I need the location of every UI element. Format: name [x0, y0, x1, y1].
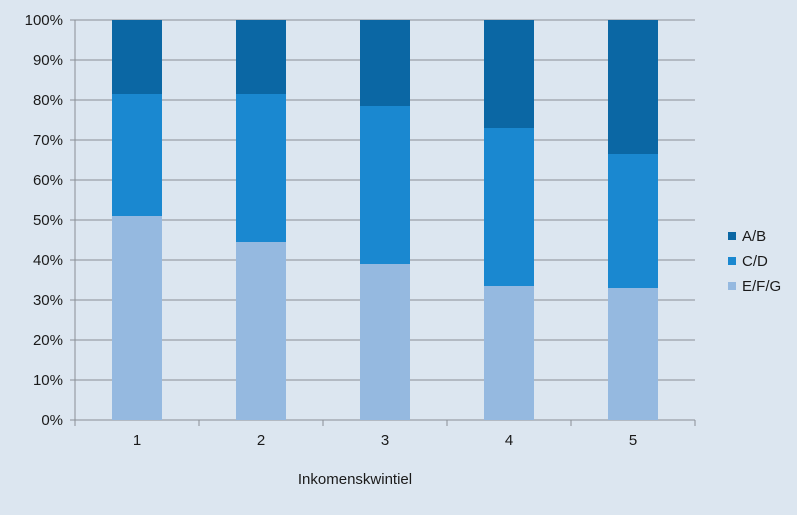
y-tick-label: 40% [33, 252, 63, 269]
y-tick-label: 20% [33, 332, 63, 349]
bar-segment-e-f-g [608, 288, 658, 420]
bar-segment-a-b [360, 20, 410, 106]
x-tick-label: 2 [257, 432, 265, 449]
y-axis-tick-labels: 0% 10% 20% 30% 40% 50% 60% 70% 80% 90% 100% [25, 12, 63, 429]
y-tick-label: 10% [33, 372, 63, 389]
bar-segment-c-d [360, 106, 410, 264]
y-tick-label: 70% [33, 132, 63, 149]
x-axis-tick-labels: 1 2 3 4 5 [133, 432, 637, 449]
bar-segment-c-d [484, 128, 534, 286]
x-tick-label: 1 [133, 432, 141, 449]
legend-label: C/D [742, 253, 768, 270]
legend-swatch [728, 282, 736, 290]
x-tick-label: 3 [381, 432, 389, 449]
bar-segment-a-b [608, 20, 658, 154]
bar-segment-e-f-g [236, 242, 286, 420]
legend-label: E/F/G [742, 278, 781, 295]
x-axis-title: Inkomenskwintiel [298, 471, 412, 488]
bar-segment-a-b [484, 20, 534, 128]
y-tick-label: 50% [33, 212, 63, 229]
bar-segment-a-b [112, 20, 162, 94]
y-tick-label: 100% [25, 12, 63, 29]
y-tick-label: 0% [41, 412, 63, 429]
bar-segment-a-b [236, 20, 286, 94]
y-tick-label: 30% [33, 292, 63, 309]
legend-swatch [728, 257, 736, 265]
y-tick-label: 90% [33, 52, 63, 69]
bar-segment-c-d [112, 94, 162, 216]
bar-segment-e-f-g [112, 216, 162, 420]
x-tick-label: 4 [505, 432, 513, 449]
bar-segment-e-f-g [484, 286, 534, 420]
bar-segment-e-f-g [360, 264, 410, 420]
y-tick-label: 80% [33, 92, 63, 109]
x-tick-label: 5 [629, 432, 637, 449]
bar-segment-c-d [236, 94, 286, 242]
legend-label: A/B [742, 228, 766, 245]
legend: A/B C/D E/F/G [728, 228, 781, 295]
legend-swatch [728, 232, 736, 240]
bars [112, 20, 658, 420]
bar-segment-c-d [608, 154, 658, 288]
y-tick-label: 60% [33, 172, 63, 189]
